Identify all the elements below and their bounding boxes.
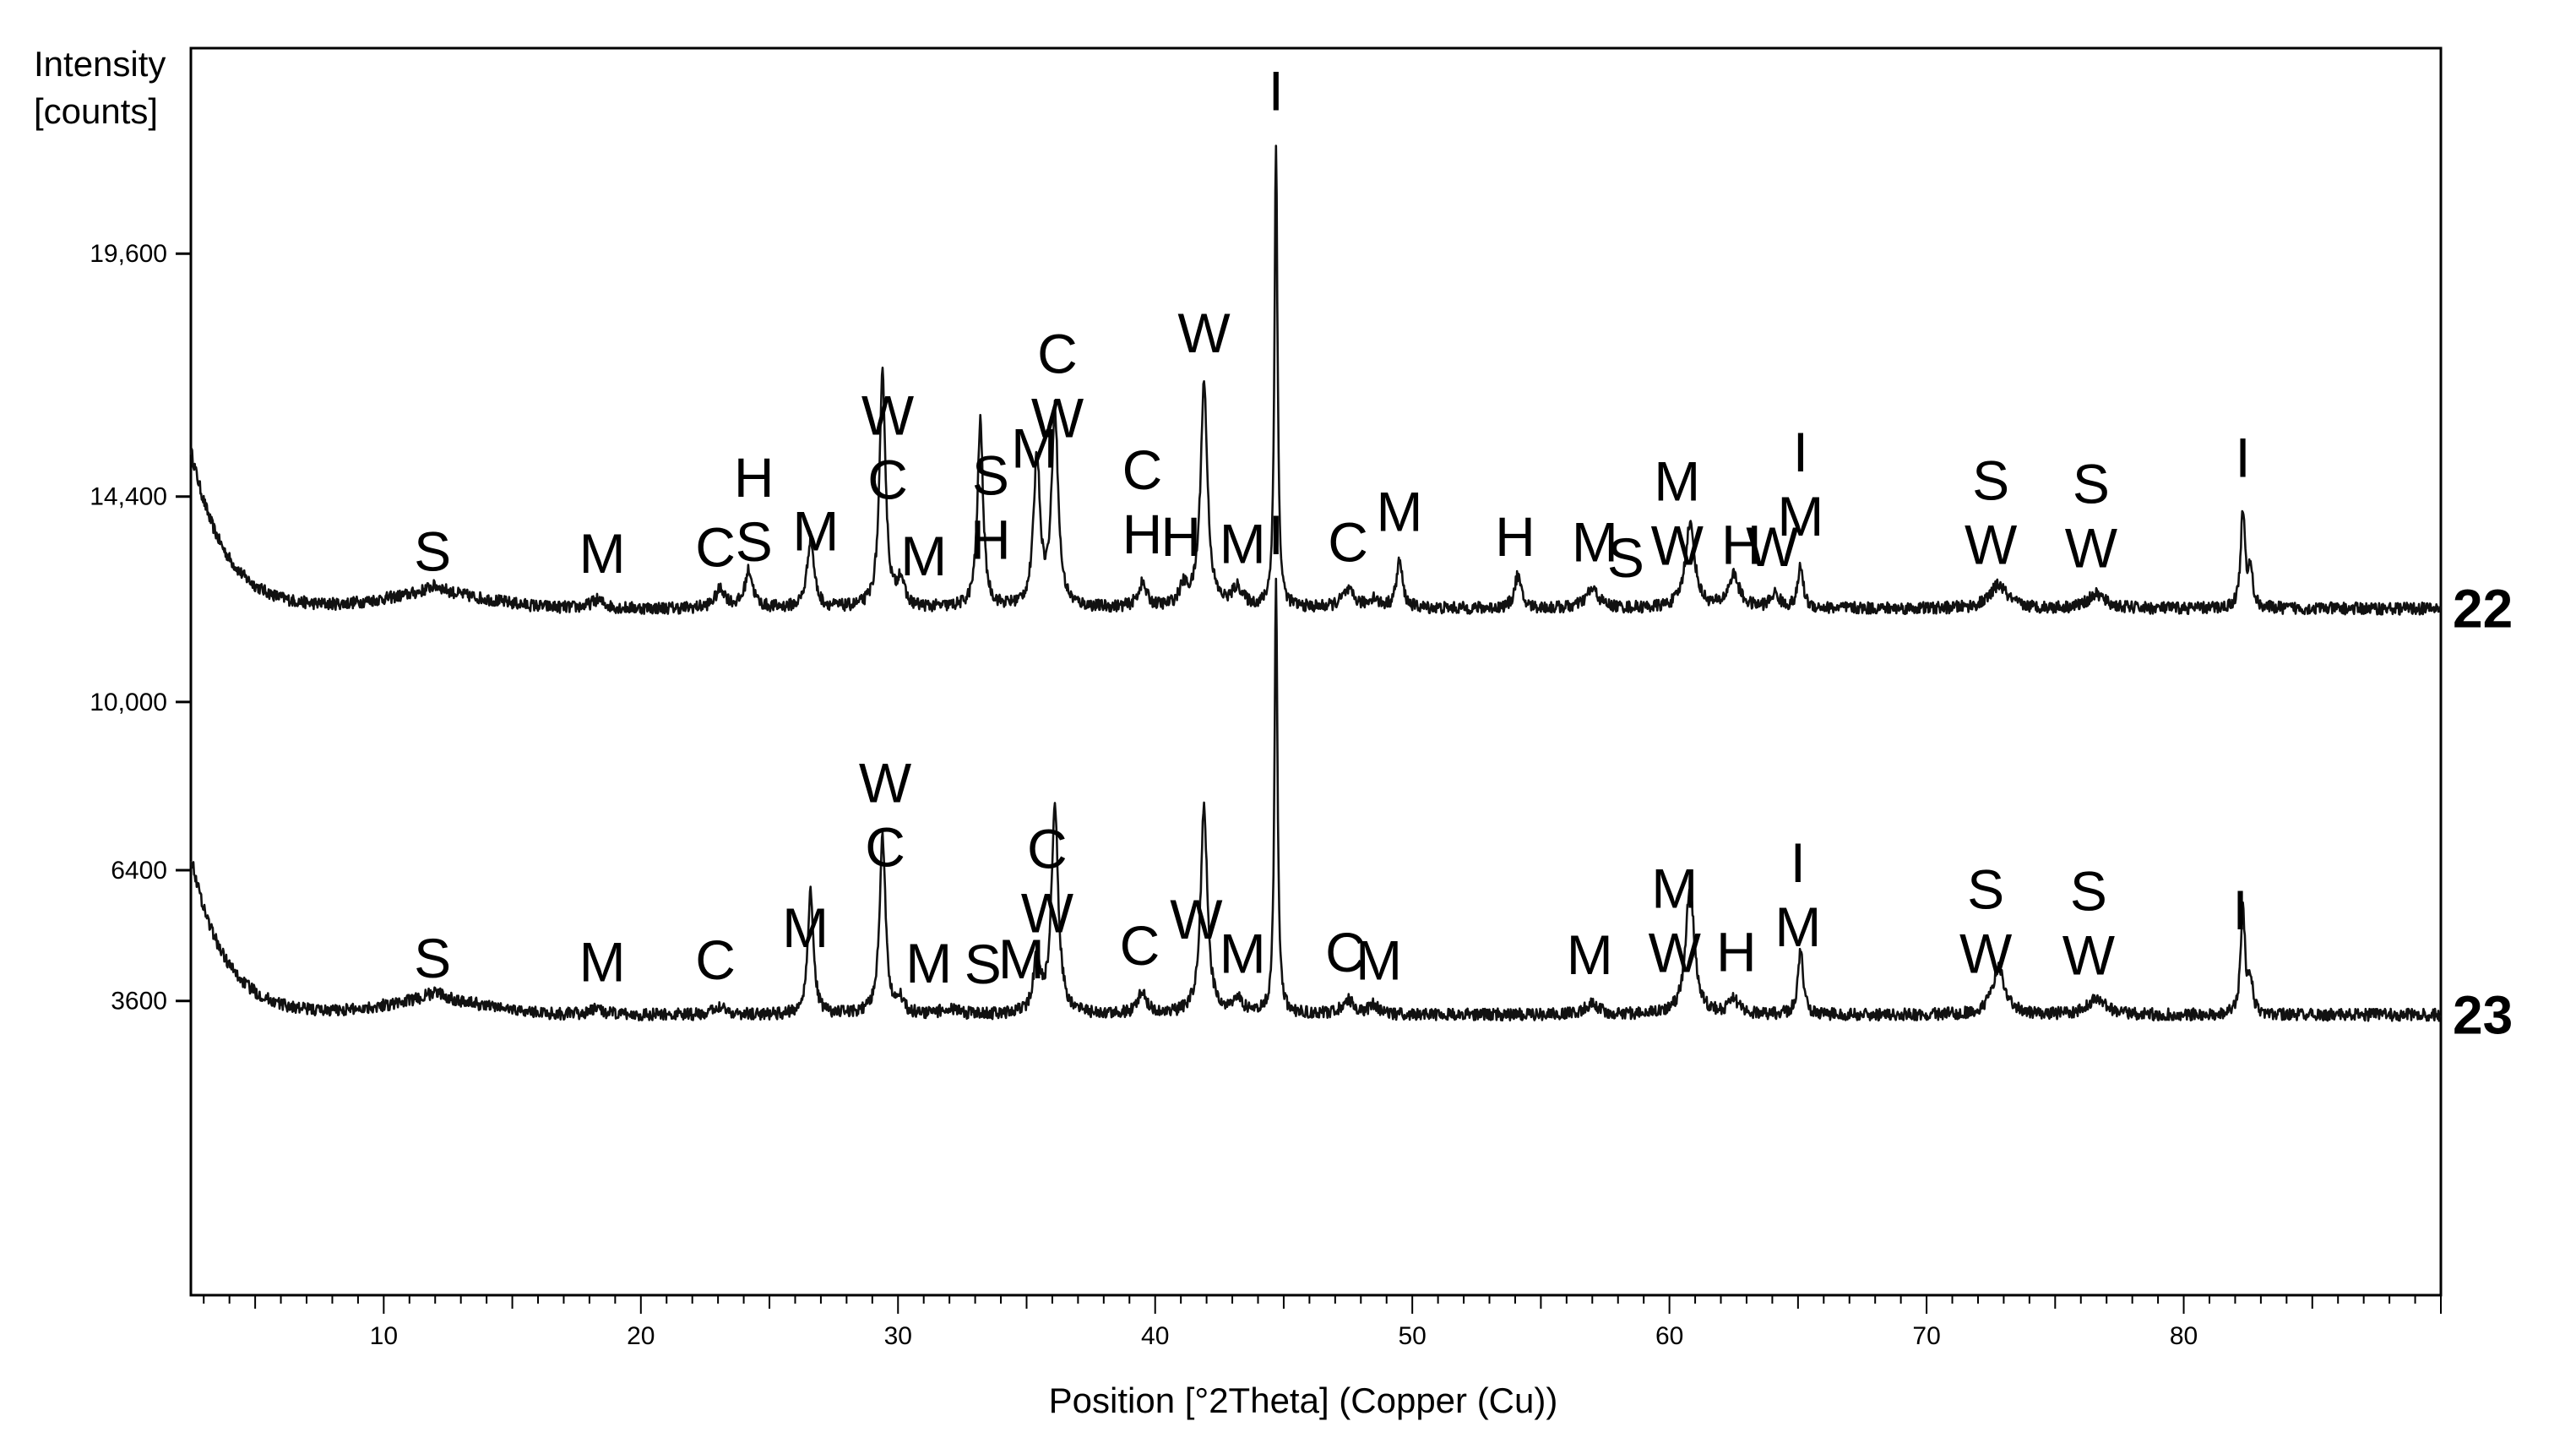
peak-label: M bbox=[1777, 485, 1823, 547]
peak-label: W bbox=[1177, 302, 1231, 364]
peak-label: W bbox=[1746, 515, 1799, 578]
peak-label: I bbox=[2232, 879, 2247, 941]
x-axis-ticks: 10 20 30 40 50 60 70 80 bbox=[203, 1295, 2442, 1350]
peak-label: W bbox=[1965, 513, 2018, 575]
peak-label: W bbox=[1031, 387, 1084, 449]
y-axis-ticks: 3600 6400 10,000 14,400 19,600 bbox=[90, 240, 191, 1016]
x-tick-label: 30 bbox=[884, 1322, 912, 1350]
y-tick-label: 6400 bbox=[111, 857, 167, 885]
peak-label: W bbox=[859, 751, 912, 814]
peak-label: M bbox=[1654, 449, 1700, 512]
x-tick-label: 60 bbox=[1655, 1322, 1683, 1350]
peak-label: W bbox=[1170, 888, 1223, 950]
peak-label: M bbox=[1011, 417, 1057, 480]
peak-label: C bbox=[865, 815, 905, 878]
peak-label: C bbox=[695, 515, 736, 578]
peak-label: I bbox=[2235, 427, 2250, 489]
x-tick-label: 80 bbox=[2170, 1322, 2198, 1350]
y-tick-label: 3600 bbox=[111, 988, 167, 1016]
peak-label: M bbox=[1356, 928, 1402, 991]
peak-label: W bbox=[1649, 921, 1702, 983]
peak-label: H bbox=[1160, 505, 1201, 568]
y-tick-label: 10,000 bbox=[90, 689, 167, 716]
peak-label: W bbox=[1959, 922, 2013, 984]
peak-label: M bbox=[1572, 511, 1618, 574]
peak-label: S bbox=[972, 444, 1009, 506]
peak-label: I bbox=[1793, 421, 1808, 483]
x-tick-label: 10 bbox=[370, 1322, 398, 1350]
series-line-22 bbox=[189, 144, 2442, 616]
peak-label: H bbox=[734, 446, 774, 509]
peak-label: H bbox=[1716, 921, 1757, 983]
x-tick-label: 70 bbox=[1912, 1322, 1940, 1350]
peak-label: C bbox=[1325, 921, 1366, 983]
x-tick-label: 40 bbox=[1141, 1322, 1169, 1350]
plot-frame bbox=[189, 46, 2443, 1297]
peak-label: M bbox=[1376, 481, 1422, 543]
peak-label: S bbox=[1972, 449, 2009, 511]
series-lines bbox=[189, 144, 2442, 1022]
peak-label: C bbox=[867, 449, 908, 511]
y-axis-title-line-2: [counts] bbox=[34, 91, 158, 131]
peak-label: M bbox=[1651, 857, 1698, 919]
peak-label: W bbox=[2062, 923, 2116, 986]
y-tick-label: 14,400 bbox=[90, 483, 167, 511]
peak-label: S bbox=[965, 933, 1002, 995]
series-name-22: 22 bbox=[2453, 578, 2513, 639]
peak-label: W bbox=[2065, 517, 2118, 580]
peak-label: M bbox=[900, 525, 947, 587]
peak-label: S bbox=[414, 927, 451, 989]
series-line-23 bbox=[189, 577, 2442, 1022]
peak-label: H bbox=[1495, 505, 1535, 568]
peak-label: H bbox=[1721, 514, 1762, 576]
peak-label: M bbox=[579, 930, 626, 993]
peak-label: C bbox=[1328, 510, 1368, 573]
peak-label: C bbox=[1027, 818, 1068, 880]
peak-label: H bbox=[970, 508, 1011, 570]
peak-label: M bbox=[792, 499, 839, 562]
peak-label: I bbox=[1791, 831, 1806, 894]
peak-label: S bbox=[2070, 859, 2107, 922]
peak-label: S bbox=[414, 520, 451, 583]
peak-label: M bbox=[905, 932, 952, 994]
peak-label: W bbox=[861, 384, 915, 447]
peak-label: I bbox=[1269, 504, 1284, 566]
peak-label: W bbox=[1651, 514, 1704, 576]
peak-label: M bbox=[1220, 923, 1266, 985]
peak-label: M bbox=[579, 522, 626, 585]
peak-label: S bbox=[1967, 858, 2004, 920]
peak-label: C bbox=[695, 928, 736, 991]
peak-label: M bbox=[998, 928, 1045, 990]
peak-label: S bbox=[1607, 526, 1644, 589]
peak-label: H bbox=[1122, 503, 1163, 565]
peak-label: M bbox=[1567, 923, 1613, 986]
x-tick-label: 50 bbox=[1398, 1322, 1426, 1350]
peak-label: S bbox=[2073, 453, 2110, 515]
y-axis-title-line-1: Intensity bbox=[34, 44, 166, 84]
peak-label: C bbox=[1037, 323, 1078, 385]
series-names: 22 23 bbox=[2453, 578, 2513, 1045]
y-tick-label: 19,600 bbox=[90, 240, 167, 268]
peak-label: C bbox=[1120, 914, 1160, 977]
peak-label: M bbox=[1774, 896, 1821, 958]
peak-label: S bbox=[736, 510, 773, 573]
x-tick-label: 20 bbox=[627, 1322, 655, 1350]
peak-label: W bbox=[1021, 882, 1074, 945]
peak-label: M bbox=[782, 896, 829, 959]
peak-label: M bbox=[1220, 513, 1266, 575]
x-axis-label: Position [°2Theta] (Copper (Cu)) bbox=[1049, 1380, 1558, 1420]
series-name-23: 23 bbox=[2453, 984, 2513, 1045]
peak-label: I bbox=[1269, 59, 1284, 122]
peak-label: C bbox=[1122, 438, 1163, 501]
